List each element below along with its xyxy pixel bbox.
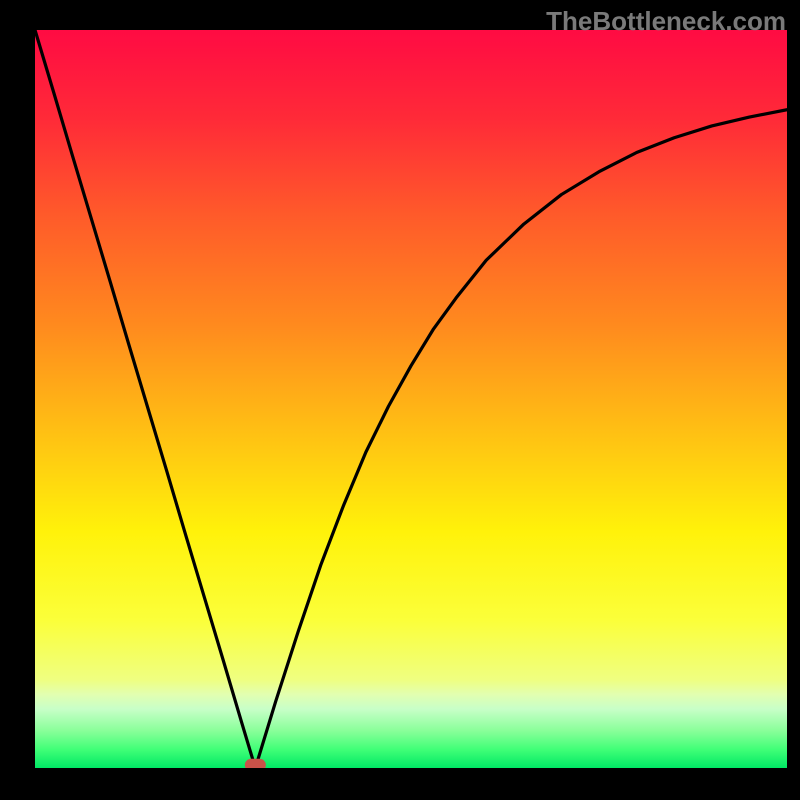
- chart-container: TheBottleneck.com: [0, 0, 800, 800]
- plot-area: [35, 30, 787, 768]
- watermark-text: TheBottleneck.com: [546, 6, 786, 37]
- minimum-marker: [245, 759, 266, 768]
- gradient-background: [35, 30, 787, 768]
- plot-svg: [35, 30, 787, 768]
